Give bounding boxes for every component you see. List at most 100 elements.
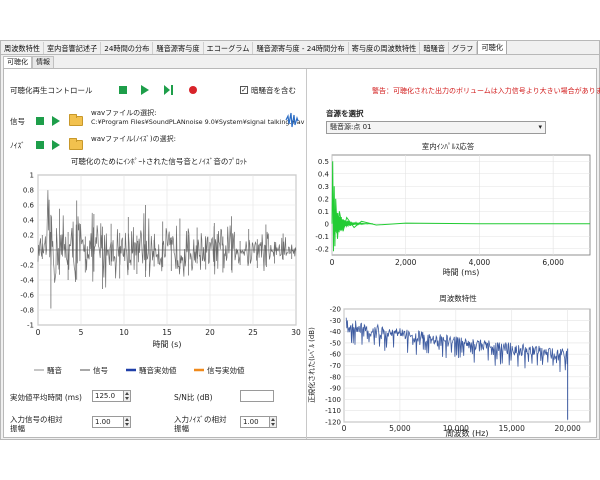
signal-label: 信号 <box>10 117 25 126</box>
y-tick-label: 0.4 <box>23 217 35 225</box>
impulse-plot-area <box>331 154 591 256</box>
avg-time-input[interactable]: 125.0 <box>92 390 124 402</box>
y-tick-label: 1 <box>30 172 34 180</box>
y-tick-label: 0 <box>30 247 34 255</box>
play-button[interactable] <box>141 85 149 95</box>
x-tick-label: 20 <box>205 328 215 337</box>
source-select-dropdown[interactable]: 騒音源:点 01 ▾ <box>326 121 546 134</box>
tab-auralization[interactable]: 可聴化 <box>477 41 508 54</box>
noise-gain-input[interactable]: 1.00 <box>240 416 270 428</box>
x-tick-label: 10 <box>119 328 129 337</box>
legend-signal: 信号 <box>93 365 108 375</box>
y-tick-label: 0.6 <box>23 202 35 210</box>
noise-gain-label: 入力ﾉｲｽﾞの相対 <box>174 415 227 424</box>
noise-gain-label-2: 振幅 <box>174 424 189 433</box>
signal-play-button[interactable] <box>52 116 60 126</box>
snr-label: S/N比 (dB) <box>174 393 213 402</box>
spectrum-y-ticks: -20 -30 -40 -50 -60 -70 -80 -90 -100 -110 -120 <box>325 306 341 427</box>
y-tick-label: 0 <box>325 220 329 228</box>
tab-source-contribution[interactable]: 騒音源寄与度 <box>153 42 204 54</box>
spectrum-line <box>345 317 568 373</box>
avg-time-spinner[interactable] <box>124 390 131 402</box>
waveform-xlabel: 時間 (s) <box>153 340 182 349</box>
y-tick-label: 0.5 <box>318 158 329 166</box>
waveform-legend: 騒音 信号 騒音実効値 信号実効値 <box>34 365 245 375</box>
noise-label: ﾉｲｽﾞ <box>10 141 25 150</box>
subtab-info[interactable]: 情報 <box>32 56 54 68</box>
y-tick-label: -80 <box>330 373 341 381</box>
signal-gain-input[interactable]: 1.00 <box>92 416 124 428</box>
signal-gain-spinner[interactable] <box>124 416 131 428</box>
y-tick-label: -90 <box>330 385 341 393</box>
y-tick-label: -30 <box>330 317 341 325</box>
waveform-chart: 可聴化のためにｲﾝﾎﾟｰﾄされた信号音とﾉｲｽﾞ音のﾌﾟﾛｯﾄ 1 0.8 0.6 0… <box>20 156 301 349</box>
y-tick-label: 0.2 <box>23 232 34 240</box>
noise-stop-button[interactable] <box>36 141 44 149</box>
legend-signal-rms: 信号実効値 <box>207 365 245 375</box>
tab-source-contribution-24h[interactable]: 騒音源寄与度 - 24時間分布 <box>253 42 349 54</box>
signal-wav-path: C:¥Program Files¥SoundPLANnoise 9.0¥Syst… <box>91 118 305 126</box>
signal-waveform-line <box>37 190 297 288</box>
y-tick-label: -70 <box>330 362 341 370</box>
x-tick-label: 30 <box>291 328 301 337</box>
tab-graph[interactable]: グラフ <box>449 42 478 54</box>
x-tick-label: 20,000 <box>555 424 581 433</box>
y-tick-label: -40 <box>330 328 341 336</box>
noise-wav-title: wavファイル(ﾉｲｽﾞ)の選択: <box>91 135 176 143</box>
tab-bar: 周波数特性 室内音響記述子 24時間の分布 騒音源寄与度 エコーグラム 騒音源寄与度 - … <box>1 41 599 55</box>
playback-control-title: 可聴化再生コントロール <box>10 86 93 95</box>
spectrum-grid <box>343 308 590 423</box>
x-tick-label: 0 <box>342 424 347 433</box>
signal-gain-label-2: 振幅 <box>10 424 25 433</box>
y-tick-label: -0.1 <box>315 233 329 241</box>
x-tick-label: 6,000 <box>542 258 564 267</box>
noise-folder-icon[interactable] <box>69 138 83 150</box>
spectrum-x-ticks: 0 5,000 10,000 15,000 20,000 <box>342 424 581 433</box>
y-tick-label: -20 <box>330 306 341 314</box>
tab-room-acoustic-descriptors[interactable]: 室内音響記述子 <box>44 42 102 54</box>
y-tick-label: -50 <box>330 339 341 347</box>
impulse-title: 室内ｲﾝﾊﾟﾙｽ応答 <box>422 141 475 151</box>
y-tick-label: -120 <box>325 419 341 427</box>
waveform-title: 可聴化のためにｲﾝﾎﾟｰﾄされた信号音とﾉｲｽﾞ音のﾌﾟﾛｯﾄ <box>71 156 247 166</box>
x-tick-label: 15 <box>162 328 172 337</box>
y-tick-label: -0.4 <box>20 277 34 285</box>
source-select-label: 音源を選択 <box>326 109 364 118</box>
impulse-decay-line <box>333 208 374 235</box>
tab-24h-distribution[interactable]: 24時間の分布 <box>101 42 154 54</box>
waveform-y-ticks: 1 0.8 0.6 0.4 0.2 0 -0.2 -0.4 -0.6 -0.8 -1 <box>20 172 34 330</box>
tab-echogram[interactable]: エコーグラム <box>204 42 254 54</box>
x-tick-label: 5,000 <box>389 424 411 433</box>
column-divider <box>306 69 307 439</box>
y-tick-label: -0.8 <box>20 307 34 315</box>
x-tick-label: 15,000 <box>499 424 525 433</box>
y-tick-label: 0.2 <box>318 195 329 203</box>
snr-input[interactable] <box>240 390 274 402</box>
waveform-x-ticks: 0 5 10 15 20 25 30 <box>36 328 301 337</box>
warning-text: 警告：可聴化された出力のボリュームは入力信号より大きい場合があります。 <box>372 87 600 95</box>
tab-frequency-response[interactable]: 周波数特性 <box>1 42 44 54</box>
y-tick-label: -1 <box>27 322 34 330</box>
stop-button[interactable] <box>119 86 127 94</box>
tab-background-noise[interactable]: 暗騒音 <box>420 42 449 54</box>
y-tick-label: -0.6 <box>20 292 34 300</box>
subtab-auralization[interactable]: 可聴化 <box>3 56 32 68</box>
legend-noise: 騒音 <box>47 365 62 375</box>
include-background-checkbox[interactable]: ✓ <box>240 86 248 94</box>
y-tick-label: -60 <box>330 351 341 359</box>
noise-gain-spinner[interactable] <box>270 416 277 428</box>
x-tick-label: 2,000 <box>395 258 417 267</box>
include-background-label: 暗騒音を含む <box>251 86 296 95</box>
impulse-response-chart: 室内ｲﾝﾊﾟﾙｽ応答 0.5 0.4 0.3 0.2 0.1 0 -0.1 -0.2 0 2,0… <box>315 141 591 277</box>
play-pause-button[interactable] <box>164 85 173 95</box>
signal-folder-icon[interactable] <box>69 114 83 126</box>
auralization-panel: 可聴化再生コントロール ✓ 暗騒音を含む 信号 wavファイルの選択: C:¥P… <box>3 68 600 439</box>
noise-play-button[interactable] <box>52 140 60 150</box>
waveform-icon <box>285 112 299 128</box>
signal-stop-button[interactable] <box>36 117 44 125</box>
x-tick-label: 4,000 <box>469 258 491 267</box>
record-button[interactable] <box>189 86 197 94</box>
tab-contribution-frequency[interactable]: 寄与度の周波数特性 <box>349 42 421 54</box>
impulse-xlabel: 時間 (ms) <box>443 268 480 277</box>
impulse-series <box>331 161 590 252</box>
